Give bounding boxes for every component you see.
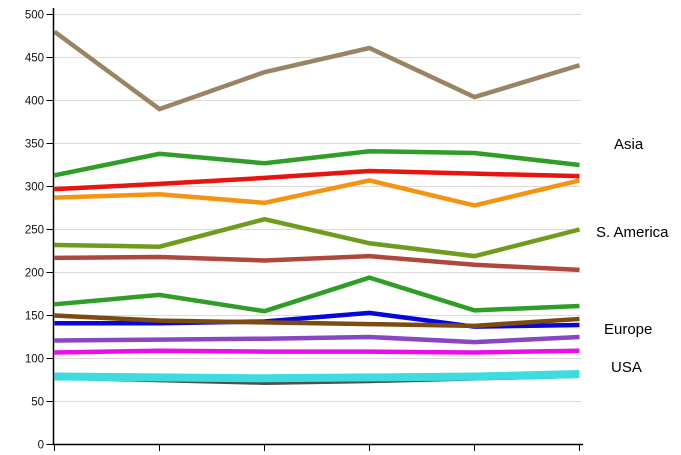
series-line-cyan [54,369,580,383]
y-axis-tick-label: 400 [25,96,44,108]
series-label-europe: Europe [604,321,653,338]
series-line-brick [54,253,580,273]
series-label-usa: USA [611,359,642,376]
y-axis-tick-label: 150 [25,311,44,323]
y-axis-tick-label: 200 [25,268,44,280]
y-axis-tick-label: 50 [31,397,44,409]
y-axis-tick-label: 300 [25,182,44,194]
series-line-red [54,168,580,192]
y-axis-tick-label: 450 [25,53,44,65]
series-line-brown [54,313,580,329]
y-axis-tick-label: 350 [25,139,44,151]
series-label-s-america: S. America [596,224,669,241]
series-line-orange [54,178,581,208]
series-line-purple [54,334,580,345]
series-line-magenta [54,348,580,355]
series-line-samerica-olive [54,216,581,259]
y-axis-tick-label: 100 [25,354,44,366]
y-axis-tick-label: 500 [25,10,44,22]
series-label-asia: Asia [614,136,644,153]
series-line-europe-green [54,275,580,314]
series-line-asia-green [54,148,580,178]
y-axis-tick-label: 0 [38,440,44,452]
series-line-tan [53,29,581,112]
y-axis-tick-label: 250 [25,225,44,237]
